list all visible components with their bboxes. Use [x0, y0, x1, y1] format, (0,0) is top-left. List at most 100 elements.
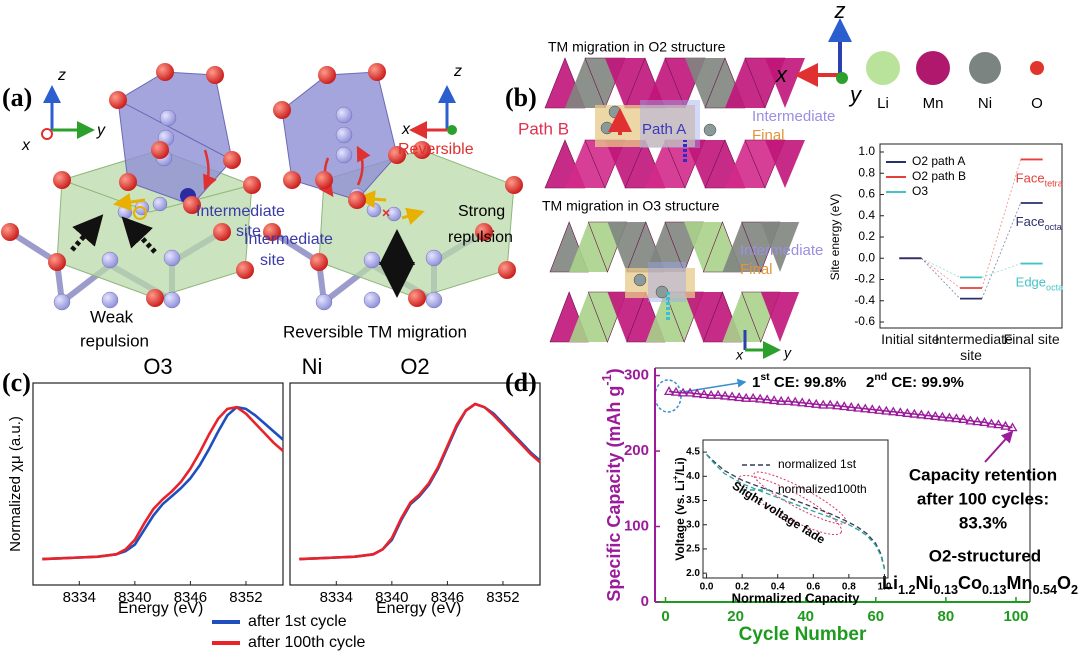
y-tick-label: 0.6	[858, 187, 875, 201]
formula-part: 0.13	[933, 583, 958, 597]
polyhedron	[645, 58, 685, 108]
caption: Weak	[90, 307, 134, 326]
atom-legend	[743, 18, 1044, 359]
data-point	[726, 391, 738, 401]
data-point	[1007, 422, 1018, 432]
site-label: site	[236, 223, 261, 240]
atom-label: Li	[877, 95, 889, 112]
axis-label: y	[96, 122, 106, 139]
x-tick-label: 8352	[229, 589, 262, 606]
blocked-mark: ×	[382, 205, 390, 221]
polyhedron	[684, 222, 723, 272]
y-axis-label-part: Voltage (vs. Li	[673, 480, 687, 560]
level-connector	[921, 257, 961, 299]
axis-label: z	[453, 63, 462, 80]
data-point	[797, 397, 808, 407]
x-tick-label: 8352	[486, 589, 519, 606]
plot-frame	[879, 143, 1063, 329]
data-line	[706, 454, 886, 570]
final-site-label: Edgeocta	[1016, 275, 1065, 293]
data-point	[755, 393, 766, 403]
chart-title: O2	[400, 354, 429, 379]
formula-part: Ni	[915, 573, 933, 593]
data-point	[881, 405, 892, 415]
structure-title: TM migration in O3 structure	[542, 198, 720, 214]
final-site-label-part: octa	[1046, 283, 1064, 293]
element-label: Ni	[302, 354, 323, 379]
polyhedron	[685, 58, 725, 108]
structure-b	[544, 57, 805, 343]
final-site-label: Facetetra	[1016, 171, 1064, 189]
polyhedron	[569, 292, 608, 342]
x-tick-label: 60	[867, 608, 884, 625]
y-tick-label: 0.8	[858, 165, 875, 179]
data-point	[712, 389, 724, 399]
x-axis-label: Energy (eV)	[376, 600, 461, 617]
final-site-label: Faceocta	[1016, 214, 1063, 232]
pointer-arrow	[682, 378, 747, 393]
data-point	[832, 400, 843, 410]
data-point	[670, 386, 682, 396]
formula-part: 2	[1071, 583, 1078, 597]
y-axis-label-part: Specific Capacity (mAh g	[604, 386, 624, 602]
level-connector	[921, 257, 961, 289]
data-point	[895, 407, 906, 417]
x-tick-label: 8346	[174, 589, 207, 606]
final-label: Final	[740, 261, 773, 278]
polyhedron	[725, 58, 765, 108]
data-point	[698, 389, 710, 399]
formula-part: Mn	[1007, 573, 1033, 593]
y-tick-label: 2.5	[686, 544, 700, 555]
polyhedron	[760, 292, 800, 342]
data-point	[944, 412, 955, 422]
y-tick-label: -0.4	[854, 293, 875, 307]
path-label: Path B	[518, 119, 569, 138]
x-tick-label: Initial site	[881, 331, 940, 347]
y-tick-label: 0.2	[858, 229, 875, 243]
intermediate-label: Intermediate	[752, 108, 835, 125]
y-axis-label-part: +	[670, 475, 680, 480]
y-axis-label-part: )	[604, 368, 624, 374]
caption: Reversible TM migration	[283, 322, 467, 341]
x-tick-label: 0.2	[735, 582, 749, 593]
caption: repulsion	[80, 331, 149, 350]
y-tick-label: 2.0	[686, 568, 700, 579]
ce-label-part: 2	[866, 374, 874, 391]
final-site-label-part: octa	[1045, 222, 1063, 232]
atom	[633, 273, 647, 287]
plot-frame	[655, 367, 1031, 602]
data-point	[1000, 420, 1011, 430]
x-tick-label: 8346	[431, 589, 464, 606]
migration-cage	[640, 100, 700, 148]
site-label: Intermediate	[196, 203, 285, 220]
axis-label: y	[783, 345, 792, 361]
axis-label: y	[848, 82, 863, 107]
polyhedron	[685, 140, 725, 188]
ce-label: 1st CE: 99.8%	[752, 371, 846, 391]
data-line	[299, 402, 541, 561]
x-axis-label: Energy (eV)	[118, 600, 203, 617]
x-tick-label: Intermediate site	[935, 331, 1013, 363]
x-axis-label: Normalized Capacity	[732, 590, 861, 605]
axis-label: x	[21, 137, 31, 154]
legend-label: normalized100th	[778, 482, 867, 496]
y-tick-label: 0.4	[858, 208, 875, 222]
polyhedron	[607, 292, 646, 342]
level-connector	[981, 263, 1021, 278]
y-axis-label: Site energy (eV)	[828, 194, 842, 281]
y-tick-label: 100	[624, 517, 649, 534]
data-point	[874, 404, 885, 414]
data-point	[790, 396, 801, 406]
polyhedron	[645, 140, 685, 188]
polyhedron	[565, 58, 605, 108]
retention-label: Capacity retention	[909, 465, 1057, 484]
x-tick-label: 80	[938, 608, 955, 625]
y-axis-label: Voltage (vs. Li+/Li)	[670, 457, 687, 560]
atom-label: O	[1031, 95, 1043, 112]
reversible-label: Reversible	[398, 141, 474, 158]
formula: Li1.2Ni0.13Co0.13Mn0.54O2	[882, 573, 1078, 598]
y-tick-label: 200	[624, 442, 649, 459]
fade-ellipse	[753, 471, 847, 525]
data-point	[811, 398, 822, 408]
y-tick-label: 0	[641, 593, 649, 610]
